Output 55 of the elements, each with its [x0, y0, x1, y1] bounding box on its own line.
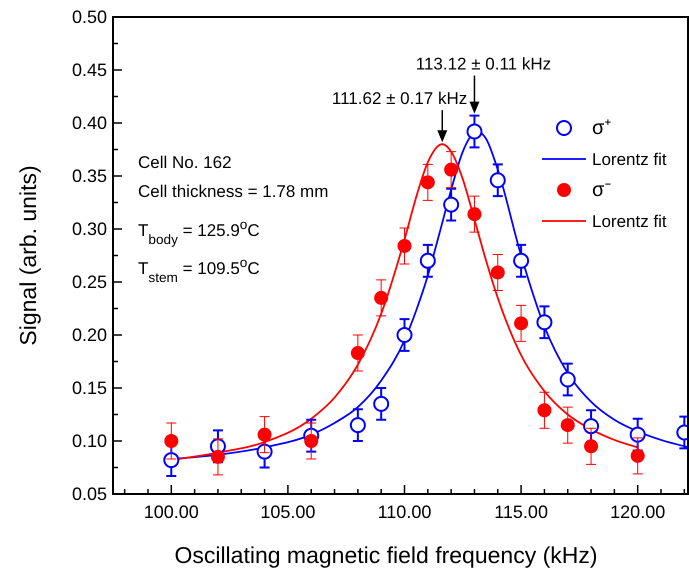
x-tick-label: 120.00 — [610, 502, 666, 522]
y-tick-label: 0.25 — [72, 272, 107, 292]
x-tick-label: 100.00 — [144, 502, 199, 522]
y-tick-label: 0.05 — [72, 484, 107, 504]
point — [420, 252, 436, 269]
legend-label: σ⁻ — [592, 179, 612, 201]
y-tick-label: 0.30 — [72, 219, 107, 239]
point — [444, 162, 458, 177]
y-tick-label: 0.35 — [72, 166, 107, 186]
point — [258, 428, 272, 442]
point — [630, 448, 645, 463]
x-tick-label: 115.00 — [494, 502, 548, 522]
point — [560, 372, 576, 388]
point — [164, 434, 178, 448]
y-tick-label: 0.50 — [72, 7, 107, 27]
annotation: 113.12 ± 0.11 kHz — [416, 54, 552, 74]
annotation: Cell thickness = 1.78 mm — [138, 182, 328, 201]
point — [398, 238, 412, 253]
point — [514, 316, 528, 330]
annotation: Cell No. 162 — [138, 153, 232, 172]
point — [490, 172, 506, 188]
point — [466, 123, 482, 140]
point — [513, 252, 530, 269]
y-tick-label: 0.10 — [72, 431, 107, 451]
y-tick-label: 0.15 — [72, 378, 107, 398]
point — [443, 196, 460, 213]
point — [536, 314, 552, 330]
y-tick-label: 0.40 — [72, 113, 107, 133]
y-tick-label: 0.45 — [72, 60, 107, 80]
y-axis-title: Signal (arb. units) — [15, 165, 41, 346]
legend-label: Lorentz fit — [592, 150, 667, 169]
annotation: T$_{body}$ = 125.9$^{o}$C — [138, 216, 260, 246]
x-tick-label: 105.00 — [260, 502, 316, 522]
point — [583, 418, 600, 434]
annotation: 111.62 ± 0.17 kHz — [332, 89, 468, 108]
point — [467, 207, 482, 222]
x-axis-title: Oscillating magnetic field frequency (kHz) — [174, 542, 598, 568]
point — [350, 346, 365, 360]
point — [537, 403, 552, 418]
point — [374, 290, 388, 305]
legend-label: σ⁺ — [592, 117, 612, 139]
annotation: T$_{stem}$ = 109.5$^{o}$C — [138, 254, 260, 284]
point — [420, 175, 435, 190]
point — [560, 418, 575, 432]
point — [373, 396, 390, 412]
point — [396, 327, 412, 343]
point — [304, 434, 318, 448]
point — [490, 265, 505, 280]
point — [350, 417, 366, 434]
point — [210, 450, 225, 464]
point — [630, 426, 646, 443]
x-tick-label: 110.00 — [378, 502, 432, 522]
point — [584, 439, 598, 454]
y-tick-label: 0.20 — [72, 325, 107, 345]
legend-label: Lorentz fit — [592, 212, 667, 231]
